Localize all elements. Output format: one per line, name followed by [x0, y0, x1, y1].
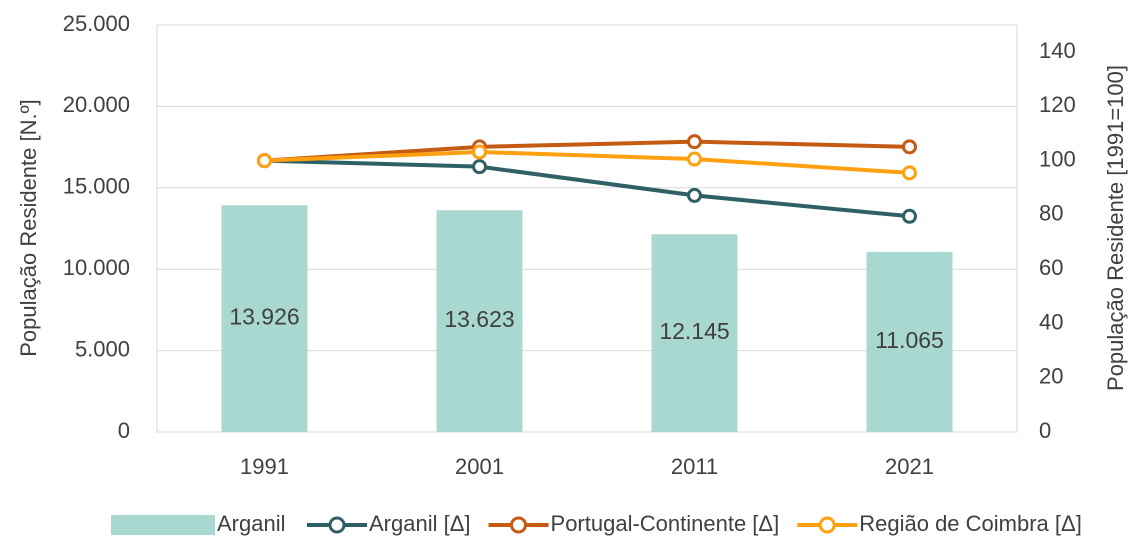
y-axis-label: População Residente [N.º]: [16, 99, 41, 357]
x-tick-label: 2021: [885, 454, 934, 479]
y-tick-label: 15.000: [63, 174, 130, 199]
bar-value-label: 13.623: [444, 306, 514, 332]
line-marker: [472, 159, 487, 175]
y2-tick-label: 40: [1039, 309, 1063, 334]
y2-tick-label: 0: [1039, 418, 1051, 443]
line-marker: [902, 139, 917, 155]
line-series: [264, 158, 910, 219]
line-series: [264, 149, 910, 175]
line-marker: [902, 165, 917, 181]
legend-marker: [818, 516, 836, 534]
line-marker: [902, 208, 917, 224]
bar-value-label: 11.065: [875, 327, 944, 353]
legend-label: Região de Coimbra [Δ]: [859, 511, 1082, 536]
bar-value-label: 12.145: [659, 318, 729, 344]
legend-swatch: [111, 515, 215, 535]
y2-axis-label: População Residente [1991=100]: [1103, 65, 1128, 391]
y-tick-label: 10.000: [63, 255, 130, 280]
y2-tick-label: 100: [1039, 146, 1076, 171]
bar: [221, 205, 308, 432]
y2-tick-label: 80: [1039, 201, 1063, 226]
y-tick-label: 20.000: [63, 92, 130, 117]
line-marker: [257, 153, 272, 169]
legend-marker: [328, 516, 346, 534]
legend-label: Portugal-Continente [Δ]: [551, 511, 780, 536]
line-marker: [687, 187, 702, 203]
bar: [866, 251, 953, 432]
line-marker: [472, 144, 487, 160]
bar-value-label: 13.926: [229, 304, 299, 330]
line-marker: [687, 151, 702, 167]
x-tick-label: 1991: [240, 454, 289, 479]
legend-marker: [510, 516, 528, 534]
bar: [651, 234, 738, 432]
y-tick-label: 25.000: [63, 11, 130, 36]
y-tick-label: 0: [118, 418, 130, 443]
legend-label: Arganil [Δ]: [369, 511, 471, 536]
x-tick-label: 2011: [671, 454, 718, 479]
y2-tick-label: 120: [1039, 92, 1076, 117]
line-marker: [687, 134, 702, 150]
y2-tick-label: 140: [1039, 38, 1076, 63]
bar: [436, 210, 523, 432]
legend-label: Arganil: [217, 511, 285, 536]
line-series: [264, 139, 910, 163]
y2-tick-label: 20: [1039, 364, 1063, 389]
x-tick-label: 2001: [455, 454, 504, 479]
y2-tick-label: 60: [1039, 255, 1063, 280]
y-tick-label: 5.000: [75, 336, 130, 361]
